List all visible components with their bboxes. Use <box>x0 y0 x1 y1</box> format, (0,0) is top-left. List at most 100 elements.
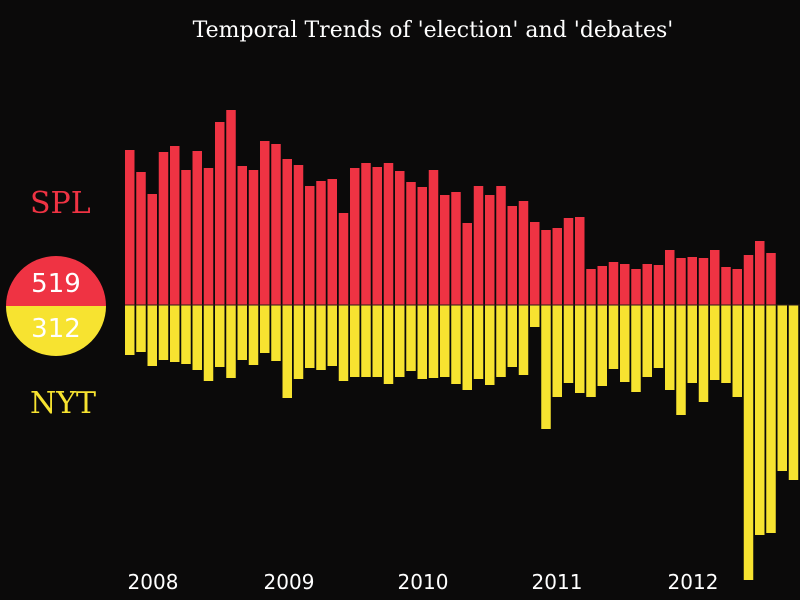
bar-nyt-18 <box>327 305 337 366</box>
bar-spl-23 <box>383 163 394 305</box>
bar-nyt-23 <box>383 305 394 384</box>
bar-spl-57 <box>766 253 776 305</box>
bar-nyt-57 <box>766 305 776 533</box>
legend-label-spl: SPL <box>30 186 91 221</box>
bar-spl-25 <box>406 182 416 305</box>
bar-spl-39 <box>563 218 574 305</box>
bar-nyt-44 <box>620 305 630 382</box>
bar-spl-6 <box>192 151 202 305</box>
bar-spl-1 <box>136 172 146 305</box>
bar-spl-42 <box>597 266 607 305</box>
bar-spl-40 <box>575 217 585 305</box>
bar-nyt-34 <box>507 305 517 367</box>
bar-nyt-45 <box>631 305 641 392</box>
bar-nyt-1 <box>136 305 146 352</box>
bar-spl-10 <box>237 166 247 305</box>
bar-nyt-33 <box>496 305 506 377</box>
bar-spl-27 <box>428 170 439 305</box>
bar-spl-7 <box>203 168 214 305</box>
bar-spl-11 <box>248 170 259 305</box>
bar-spl-35 <box>518 201 529 305</box>
bar-nyt-11 <box>248 305 259 365</box>
bar-spl-13 <box>271 144 281 305</box>
bar-spl-34 <box>507 206 517 305</box>
bar-spl-18 <box>327 179 337 305</box>
bar-spl-45 <box>631 269 641 305</box>
bar-nyt-27 <box>428 305 439 378</box>
bar-nyt-21 <box>361 305 371 377</box>
bar-nyt-25 <box>406 305 416 371</box>
bar-spl-16 <box>305 186 315 305</box>
bar-spl-2 <box>147 194 157 305</box>
x-tick-label-2010: 2010 <box>398 570 449 594</box>
bar-nyt-31 <box>473 305 484 379</box>
bar-nyt-50 <box>687 305 697 383</box>
bar-spl-19 <box>338 213 349 305</box>
x-tick-label-2008: 2008 <box>128 570 179 594</box>
bar-nyt-49 <box>676 305 686 415</box>
bar-nyt-52 <box>710 305 720 380</box>
bar-nyt-36 <box>530 305 540 327</box>
bar-spl-52 <box>710 250 720 305</box>
bar-nyt-48 <box>665 305 675 390</box>
bar-nyt-29 <box>451 305 461 384</box>
bar-nyt-9 <box>226 305 236 378</box>
bar-spl-53 <box>721 267 731 305</box>
bar-spl-41 <box>586 269 596 305</box>
x-tick-label-2011: 2011 <box>532 570 583 594</box>
bar-spl-0 <box>125 150 135 305</box>
x-tick-label-2012: 2012 <box>668 570 719 594</box>
bar-nyt-0 <box>125 305 135 355</box>
bar-nyt-10 <box>237 305 247 360</box>
bar-nyt-13 <box>271 305 281 361</box>
bar-nyt-14 <box>282 305 292 398</box>
bar-nyt-17 <box>316 305 326 370</box>
bar-spl-15 <box>293 165 304 305</box>
bar-spl-30 <box>462 223 472 305</box>
bar-nyt-6 <box>192 305 202 370</box>
bar-nyt-4 <box>170 305 180 362</box>
bar-nyt-28 <box>440 305 450 377</box>
bar-nyt-37 <box>541 305 551 429</box>
chart-title: Temporal Trends of 'election' and 'debat… <box>192 18 674 43</box>
bar-spl-22 <box>372 167 382 305</box>
bar-nyt-24 <box>395 305 405 377</box>
bar-spl-46 <box>642 264 652 305</box>
bar-nyt-51 <box>698 305 709 402</box>
bar-nyt-30 <box>462 305 472 390</box>
bar-spl-24 <box>395 171 405 305</box>
bar-nyt-59 <box>788 305 799 480</box>
bar-spl-43 <box>608 262 619 305</box>
bar-spl-48 <box>665 250 675 305</box>
bar-spl-5 <box>181 170 191 305</box>
bar-spl-56 <box>755 241 765 305</box>
bar-nyt-22 <box>372 305 382 377</box>
bar-spl-17 <box>316 181 326 305</box>
bar-spl-36 <box>530 222 540 305</box>
bar-spl-54 <box>732 269 742 305</box>
bar-nyt-38 <box>552 305 562 397</box>
legend-label-nyt: NYT <box>30 386 97 421</box>
bar-spl-50 <box>687 257 697 305</box>
bar-spl-31 <box>473 186 484 305</box>
bar-spl-20 <box>350 168 360 305</box>
bar-nyt-8 <box>215 305 225 367</box>
bar-nyt-12 <box>260 305 270 353</box>
bar-nyt-58 <box>777 305 787 471</box>
bar-spl-9 <box>226 110 236 305</box>
bar-nyt-47 <box>653 305 664 368</box>
bar-nyt-54 <box>732 305 742 397</box>
bar-nyt-41 <box>586 305 596 397</box>
bar-spl-33 <box>496 186 506 305</box>
bar-spl-38 <box>552 228 562 305</box>
bar-spl-51 <box>698 258 709 305</box>
bar-spl-14 <box>282 159 292 305</box>
totals-badge: 519 312 <box>6 256 106 356</box>
bar-spl-3 <box>158 152 169 305</box>
bar-nyt-40 <box>575 305 585 393</box>
total-nyt-value: 312 <box>6 306 106 356</box>
bar-nyt-16 <box>305 305 315 368</box>
bar-nyt-43 <box>608 305 619 369</box>
bar-nyt-19 <box>338 305 349 381</box>
bar-nyt-46 <box>642 305 652 377</box>
